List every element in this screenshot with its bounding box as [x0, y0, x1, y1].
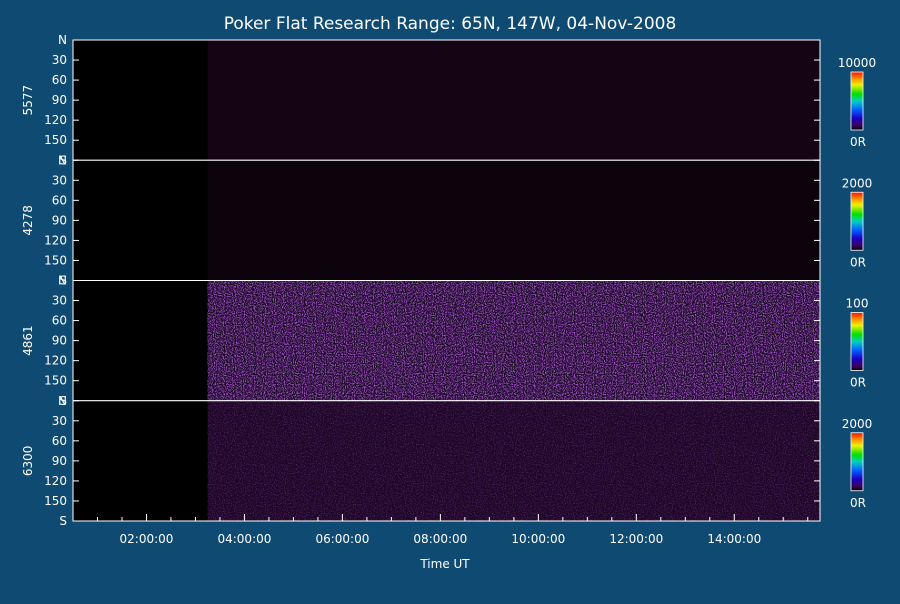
y-tick-label: 60 [52, 314, 67, 328]
colorbar-max-label: 2000 [842, 176, 873, 190]
panels-layer: N 30 60 90 120 150 S 5577 N 30 60 90 120 150 S 4278 N 30 6… [21, 33, 821, 528]
y-tick-label: 120 [44, 354, 67, 368]
x-axis-label: Time UT [419, 557, 470, 571]
x-tick-label: 14:00:00 [707, 532, 761, 546]
panel-noise-texture [207, 40, 820, 161]
y-tick-label: 60 [52, 434, 67, 448]
panel-noise-texture [207, 280, 820, 401]
panel-label: 6300 [21, 446, 35, 477]
y-tick-label: 120 [44, 113, 67, 127]
y-tick-label: 60 [52, 73, 67, 87]
x-tick-label: 12:00:00 [609, 532, 663, 546]
x-tick-label: 06:00:00 [315, 532, 369, 546]
colorbar-6300: 2000 0R [842, 417, 873, 510]
axes-layer: 02:00:00 04:00:00 06:00:00 08:00:00 10:00:00… [72, 514, 809, 546]
y-tick-label: N [58, 153, 67, 167]
y-tick-label: 90 [52, 454, 67, 468]
panel-label: 4278 [21, 205, 35, 236]
y-tick-label: 90 [52, 334, 67, 348]
y-tick-label: 30 [52, 414, 67, 428]
y-tick-label: 120 [44, 474, 67, 488]
colorbar-min-label: 0R [850, 135, 866, 149]
colorbar-bar [850, 312, 864, 371]
colorbar-4278: 2000 0R [842, 176, 873, 269]
panel-noise-texture [207, 400, 820, 521]
colorbar-bar [850, 71, 864, 131]
colorbar-4861: 100 0R [846, 297, 869, 390]
y-tick-label: 30 [52, 294, 67, 308]
y-tick-label: 150 [44, 374, 67, 388]
x-tick-label: 04:00:00 [217, 532, 271, 546]
y-tick-label: N [58, 394, 67, 408]
colorbar-max-label: 2000 [842, 417, 873, 431]
y-tick-label: N [58, 274, 67, 288]
colorbar-min-label: 0R [850, 255, 866, 269]
y-tick-label: S [59, 514, 67, 528]
y-tick-label: S [59, 153, 67, 167]
panel-4861: N 30 60 90 120 150 S 4861 [21, 274, 821, 408]
x-tick-label: 02:00:00 [120, 532, 174, 546]
panel-label: 5577 [21, 85, 35, 116]
y-tick-label: S [59, 394, 67, 408]
x-tick-label: 08:00:00 [413, 532, 467, 546]
panel-noise-texture [207, 160, 820, 281]
y-tick-label: 90 [52, 93, 67, 107]
x-tick-label: 10:00:00 [511, 532, 565, 546]
colorbar-max-label: 10000 [838, 56, 876, 70]
y-tick-label: S [59, 274, 67, 288]
y-tick-label: 150 [44, 494, 67, 508]
y-tick-label: 120 [44, 233, 67, 247]
panel-label: 4861 [21, 325, 35, 356]
chart-title: Poker Flat Research Range: 65N, 147W, 04… [224, 14, 677, 34]
y-tick-label: 60 [52, 193, 67, 207]
panel-5577: N 30 60 90 120 150 S 5577 [21, 33, 821, 167]
colorbar-min-label: 0R [850, 376, 866, 390]
y-tick-label: 150 [44, 133, 67, 147]
colorbar-max-label: 100 [846, 297, 869, 311]
y-tick-label: 30 [52, 173, 67, 187]
y-tick-label: 150 [44, 253, 67, 267]
y-tick-label: N [58, 33, 67, 47]
colorbar-bar [850, 191, 864, 251]
colorbar-bar [850, 432, 864, 492]
y-tick-label: 90 [52, 213, 67, 227]
panel-6300: N 30 60 90 120 150 S 6300 [21, 394, 821, 528]
colorbar-5577: 10000 0R [838, 56, 876, 149]
y-tick-label: 30 [52, 53, 67, 67]
colorbar-min-label: 0R [850, 496, 866, 510]
panel-4278: N 30 60 90 120 150 S 4278 [21, 153, 821, 288]
colorbar-layer: 10000 0R 2000 0R 100 0R 2000 0R [838, 56, 876, 510]
